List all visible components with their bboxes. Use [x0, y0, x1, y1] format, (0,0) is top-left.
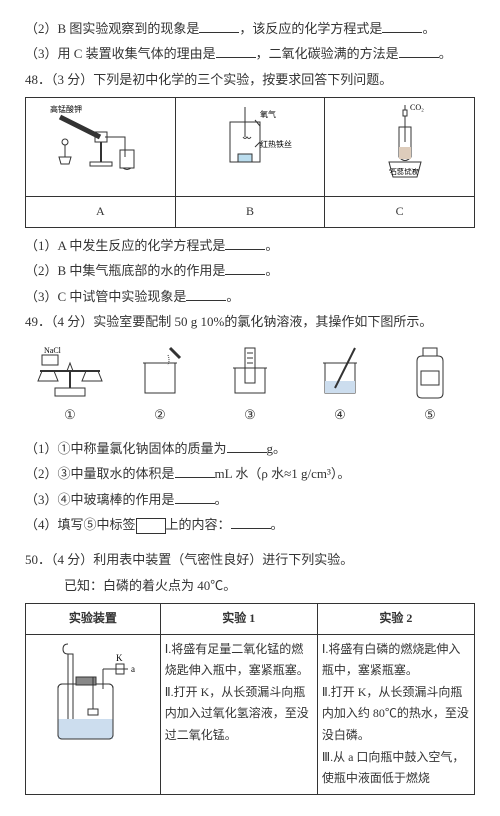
q49-sub2: （2）③中量取水的体积是mL 水（ρ 水≈1 g/cm³）。: [25, 462, 475, 485]
q3-prefix: （3）用 C 装置收集气体的理由是: [25, 46, 216, 61]
svg-text:NaCl: NaCl: [44, 346, 62, 355]
q48-sub2: （2）B 中集气瓶底部的水的作用是。: [25, 259, 475, 282]
circle-5: ⑤: [424, 403, 436, 426]
q48-sub1: （1）A 中发生反应的化学方程式是。: [25, 234, 475, 257]
svg-text:红热铁丝: 红热铁丝: [260, 139, 292, 149]
circle-3: ③: [244, 403, 256, 426]
circle-4: ④: [334, 403, 346, 426]
circle-2: ②: [154, 403, 166, 426]
th-device: 实验装置: [26, 604, 161, 635]
q48-header: 48．（3 分）下列是初中化学的三个实验，按要求回答下列问题。: [25, 68, 475, 91]
label-box-icon: [136, 518, 166, 534]
q2-blank2[interactable]: [382, 18, 422, 33]
label-b: B: [175, 197, 325, 228]
svg-text:a: a: [131, 664, 135, 674]
q49-blank4[interactable]: [231, 514, 271, 529]
q50-header: 50．（4 分）利用表中装置（气密性良好）进行下列实验。: [25, 548, 475, 571]
label-c: C: [325, 197, 475, 228]
q3-blank1[interactable]: [216, 43, 256, 58]
q3-line: （3）用 C 装置收集气体的理由是 ，二氧化碳验满的方法是 。: [25, 42, 475, 65]
q2-line: （2）B 图实验观察到的现象是 ，该反应的化学方程式是 。: [25, 17, 475, 40]
q49-blank3[interactable]: [175, 489, 215, 504]
svg-text:CO₂: CO₂: [410, 103, 424, 112]
svg-text:氧气: 氧气: [260, 109, 276, 119]
q2-mid: ，该反应的化学方程式是: [239, 21, 382, 36]
cylinder-icon: [220, 343, 280, 403]
q50-note: 已知：白磷的着火点为 40℃。: [25, 574, 475, 597]
q49-header: 49．（4 分）实验室要配制 50 g 10%的氯化钠溶液，其操作如下图所示。: [25, 310, 475, 333]
balance-icon: NaCl: [30, 343, 110, 403]
q48-figure-table: 高锰酸钾 氧气 红热铁丝: [25, 97, 475, 228]
q48-blank1[interactable]: [225, 235, 265, 250]
q2-blank1[interactable]: [199, 18, 239, 33]
th-exp1: 实验 1: [160, 604, 317, 635]
q49-figure-row: NaCl ① ② ③: [25, 343, 475, 426]
q3-blank2[interactable]: [399, 43, 439, 58]
q49-sub3: （3）④中玻璃棒的作用是。: [25, 488, 475, 511]
q48-blank2[interactable]: [225, 260, 265, 275]
beaker-pour-icon: [130, 343, 190, 403]
circle-1: ①: [64, 403, 76, 426]
exp1-cell: Ⅰ.将盛有足量二氧化锰的燃烧匙伸入瓶中，塞紧瓶塞。 Ⅱ.打开 K，从长颈漏斗向瓶…: [160, 634, 317, 794]
apparatus-b-icon: 氧气 红热铁丝: [205, 102, 295, 172]
svg-text:K: K: [116, 653, 123, 663]
q3-mid: ，二氧化碳验满的方法是: [256, 46, 399, 61]
q49-sub1: （1）①中称量氯化钠固体的质量为g。: [25, 437, 475, 460]
svg-text:高锰酸钾: 高锰酸钾: [50, 104, 82, 114]
apparatus-a-icon: 高锰酸钾: [45, 102, 155, 172]
th-exp2: 实验 2: [317, 604, 474, 635]
exp2-cell: Ⅰ.将盛有白磷的燃烧匙伸入瓶中，塞紧瓶塞。 Ⅱ.打开 K，从长颈漏斗向瓶内加入约…: [317, 634, 474, 794]
stir-icon: [310, 343, 370, 403]
apparatus-c-icon: CO₂ 石蕊试液: [355, 102, 445, 182]
q48-sub3: （3）C 中试管中实验现象是。: [25, 285, 475, 308]
q49-blank2[interactable]: [175, 463, 215, 478]
q48-blank3[interactable]: [186, 286, 226, 301]
bottle-icon: [405, 343, 455, 403]
q2-prefix: （2）B 图实验观察到的现象是: [25, 21, 199, 36]
q49-blank1[interactable]: [227, 438, 267, 453]
q49-sub4: （4）填写⑤中标签上的内容：。: [25, 513, 475, 536]
q2-end: 。: [422, 21, 435, 36]
q50-apparatus-icon: K a: [38, 639, 148, 749]
q50-table: 实验装置 实验 1 实验 2 K a Ⅰ.将盛有足量二氧化锰的燃烧匙: [25, 603, 475, 795]
q3-end: 。: [439, 46, 452, 61]
label-a: A: [26, 197, 176, 228]
svg-text:石蕊试液: 石蕊试液: [390, 167, 418, 176]
